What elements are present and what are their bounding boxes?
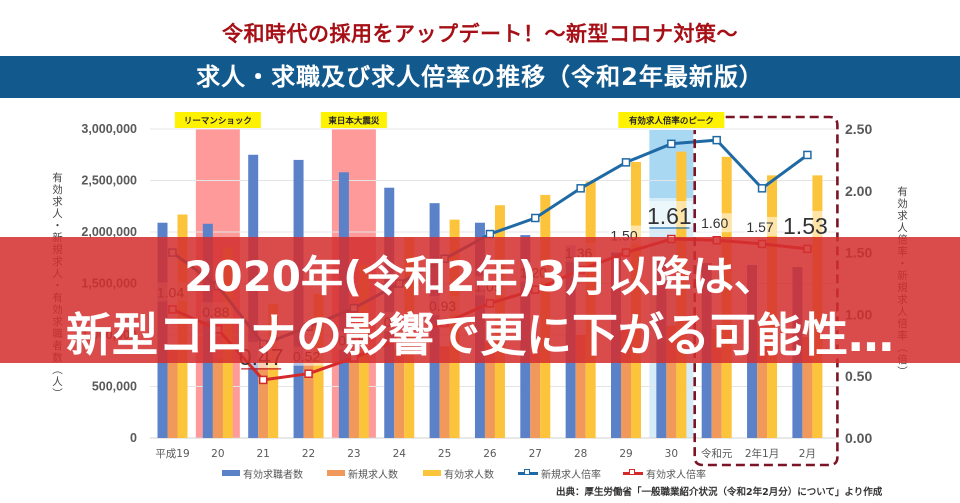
banner-line-2: 新型コロナの影響で更に下がる可能性… <box>66 308 894 362</box>
annotation-label: リーマンショック <box>184 116 252 127</box>
annotations: リーマンショック 東日本大震災 有効求人倍率のピーク <box>174 112 725 128</box>
y-right-tick-label: 2.50 <box>845 121 872 137</box>
bar[interactable] <box>313 293 324 438</box>
line-marker[interactable] <box>576 184 585 193</box>
line-marker[interactable] <box>304 369 313 378</box>
x-tick-label: 2年1月 <box>745 447 779 460</box>
data-label: 1.60 <box>701 215 728 231</box>
bar[interactable] <box>802 337 813 438</box>
annotation-label-bg <box>174 112 261 128</box>
x-tick-label: 27 <box>529 448 542 460</box>
annotation-label: 東日本大震災 <box>328 116 380 127</box>
page-title: 令和時代の採用をアップデート！～新型コロナ対策～ <box>222 22 738 46</box>
x-tick-label: 24 <box>393 448 407 460</box>
bar[interactable] <box>621 328 631 438</box>
line-marker[interactable] <box>712 135 721 145</box>
bar[interactable] <box>303 357 314 438</box>
data-label-box <box>648 201 693 228</box>
y-left-tick-label: 2,000,000 <box>81 225 137 239</box>
legend-item-new-openings[interactable]: 新規求人数 <box>327 466 398 481</box>
bar[interactable] <box>484 342 495 438</box>
bar-series-1 <box>167 324 813 438</box>
focus-dashed-box <box>693 115 839 467</box>
annotation-label-bg <box>618 112 725 128</box>
bar[interactable] <box>757 324 768 438</box>
legend-item-job-seekers[interactable]: 有効求職者数 <box>222 466 303 481</box>
y-left-tick-label: 0 <box>130 431 137 445</box>
legend-label: 新規求人数 <box>348 469 398 481</box>
y-right-tick-label: 0.50 <box>845 368 872 384</box>
x-tick-label: 21 <box>257 448 270 460</box>
legend-swatch-bar-icon <box>423 470 441 476</box>
annotation-label-bg <box>320 112 387 128</box>
bar[interactable] <box>530 339 541 438</box>
x-tick-label: 29 <box>619 448 632 460</box>
annotation-label: 有効求人倍率のピーク <box>629 116 714 127</box>
x-tick-label: 22 <box>302 448 315 460</box>
line-marker[interactable] <box>803 150 812 160</box>
x-tick-label: 平成19 <box>155 448 189 460</box>
data-label: 1.61 <box>647 203 692 229</box>
x-tick-label: 30 <box>665 448 678 460</box>
bar[interactable] <box>348 353 359 438</box>
data-label-box <box>745 216 778 236</box>
y-left-tick-label: 2,500,000 <box>81 174 137 188</box>
bar[interactable] <box>212 357 223 438</box>
x-tick-label: 23 <box>347 448 360 460</box>
y-left-tick-label: 500,000 <box>92 380 137 394</box>
bar[interactable] <box>268 304 279 438</box>
bar[interactable] <box>711 328 722 438</box>
chart-title: 求人・求職及び求人倍率の推移（令和2年最新版） <box>196 63 764 91</box>
x-tick-label: 20 <box>211 448 224 460</box>
warning-banner: 2020年(令和2年)3月以降は、 新型コロナの影響で更に下がる可能性… <box>0 237 960 363</box>
legend-item-active-ratio[interactable]: 有効求人倍率 <box>623 466 706 481</box>
legend-label: 有効求人倍率 <box>646 469 706 481</box>
legend-item-new-ratio[interactable]: 新規求人倍率 <box>518 466 601 481</box>
source-note: 出典：厚生労働省「一般職業紹介状況（令和2年2月分）について」より作成 <box>556 487 883 498</box>
legend-swatch-bar-icon <box>327 470 345 476</box>
x-axis-labels: 平成19 20 21 22 23 24 25 26 27 28 29 30 令和元 2年1月 2月 <box>155 447 816 460</box>
x-tick-label: 25 <box>438 448 451 460</box>
line-marker[interactable] <box>258 375 268 385</box>
banner-line-1: 2020年(令和2年)3月以降は、 <box>184 252 776 301</box>
legend-label: 新規求人倍率 <box>541 469 601 481</box>
subtitle-band: 求人・求職及び求人倍率の推移（令和2年最新版） <box>0 56 960 98</box>
line-marker[interactable] <box>667 139 676 149</box>
bar[interactable] <box>394 349 405 438</box>
bar[interactable] <box>439 346 450 438</box>
data-label: 1.57 <box>746 219 773 235</box>
x-tick-label: 28 <box>574 448 587 460</box>
data-label-box <box>784 210 829 237</box>
bar[interactable] <box>666 325 677 438</box>
line-marker[interactable] <box>757 184 767 193</box>
bar[interactable] <box>575 335 586 438</box>
legend-swatch-bar-icon <box>222 470 240 476</box>
y-right-tick-label: 0.00 <box>845 430 872 446</box>
bar[interactable] <box>258 360 269 438</box>
data-label: 1.53 <box>783 213 828 239</box>
y-left-tick-label: 3,000,000 <box>81 122 137 136</box>
legend-swatch-line-marker-icon <box>518 468 538 475</box>
legend-swatch-line-marker-icon <box>623 468 643 475</box>
line-marker[interactable] <box>531 213 540 223</box>
y-right-tick-label: 2.00 <box>845 183 872 199</box>
legend-item-active-openings[interactable]: 有効求人数 <box>423 466 494 481</box>
data-label-box <box>699 213 732 233</box>
legend-label: 有効求人数 <box>444 469 494 481</box>
x-tick-label: 2月 <box>799 448 816 460</box>
bar[interactable] <box>167 347 178 438</box>
line-marker[interactable] <box>621 158 631 167</box>
x-tick-label: 26 <box>483 448 497 460</box>
x-tick-label: 令和元 <box>701 447 733 460</box>
legend-label: 有効求職者数 <box>243 469 303 481</box>
